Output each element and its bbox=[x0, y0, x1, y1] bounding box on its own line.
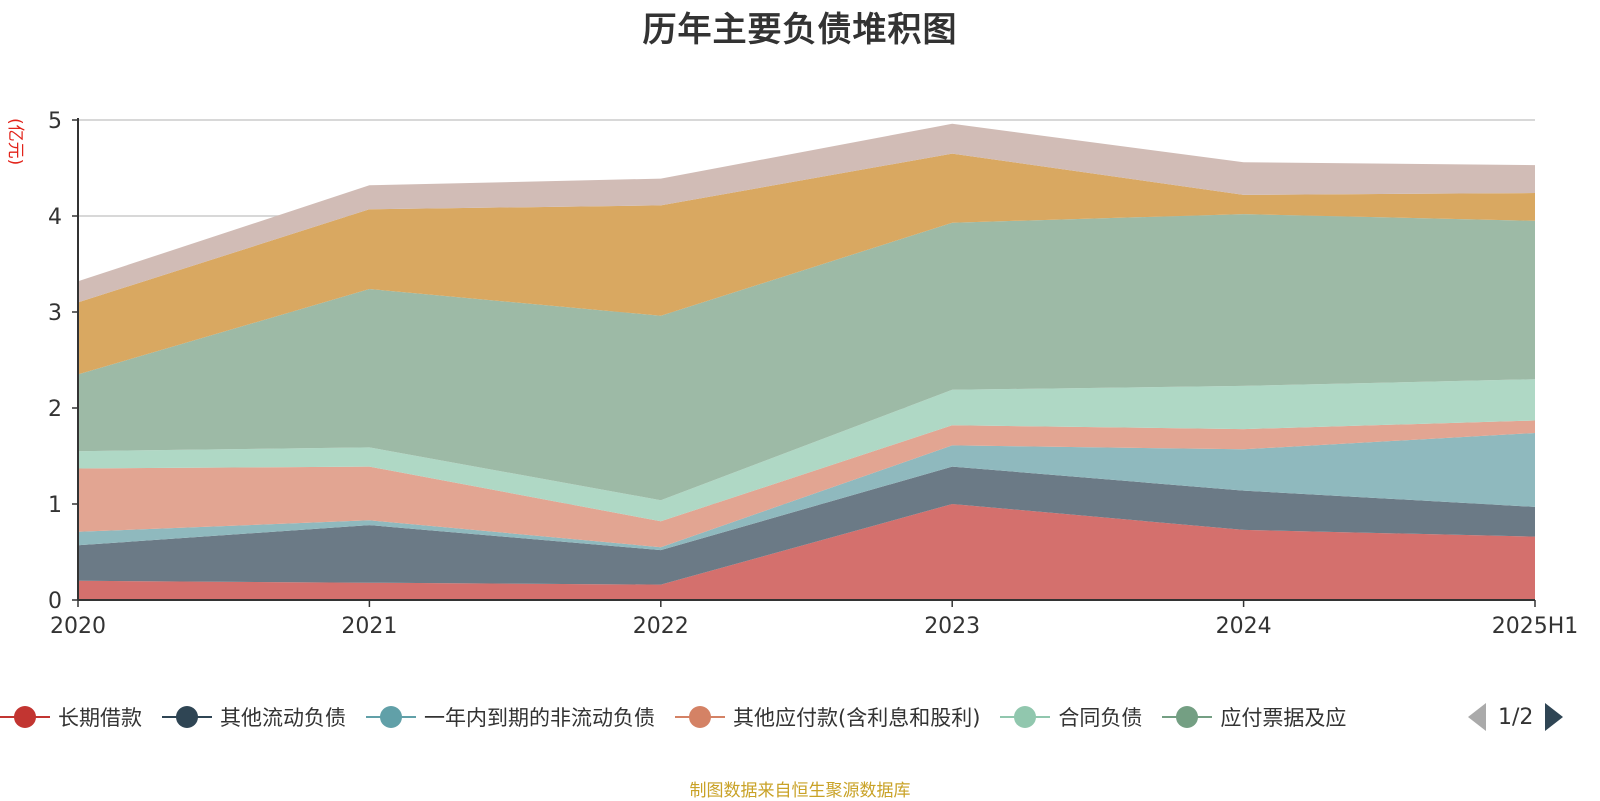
legend-page-indicator: 1/2 bbox=[1498, 704, 1534, 730]
area-series-7[interactable] bbox=[78, 123, 1535, 303]
x-tick-label: 2022 bbox=[633, 614, 689, 639]
legend-item-5[interactable]: 应付票据及应 bbox=[1162, 702, 1346, 732]
x-tick-label: 2024 bbox=[1216, 614, 1272, 639]
legend: 长期借款 其他流动负债 一年内到期的非流动负债 其他应付款(含利息和股利) 合同负债 应付… bbox=[0, 700, 1600, 734]
area-series-4[interactable] bbox=[78, 379, 1535, 522]
y-tick-label: 5 bbox=[48, 109, 62, 134]
x-tick-label: 2025H1 bbox=[1492, 614, 1579, 639]
legend-marker-icon bbox=[162, 705, 212, 729]
legend-marker-icon bbox=[1162, 705, 1213, 729]
legend-marker-icon bbox=[1000, 705, 1051, 729]
y-tick-label: 2 bbox=[48, 397, 62, 422]
legend-prev-page-icon[interactable] bbox=[1468, 703, 1486, 731]
y-tick-label: 4 bbox=[48, 205, 62, 230]
legend-label: 其他流动负债 bbox=[220, 706, 346, 730]
legend-pager: 1/2 bbox=[1468, 703, 1564, 731]
area-series-3[interactable] bbox=[78, 420, 1535, 548]
area-series-2[interactable] bbox=[78, 433, 1535, 551]
chart-title: 历年主要负债堆积图 bbox=[642, 10, 958, 50]
legend-next-page-icon[interactable] bbox=[1545, 703, 1564, 731]
legend-label: 应付票据及应 bbox=[1220, 706, 1347, 730]
legend-item-4[interactable]: 合同负债 bbox=[1000, 702, 1142, 732]
area-series-6[interactable] bbox=[78, 153, 1535, 375]
legend-marker-icon bbox=[675, 705, 725, 729]
legend-label: 其他应付款(含利息和股利) bbox=[733, 706, 981, 730]
x-tick-label: 2021 bbox=[341, 614, 397, 639]
y-tick-label: 1 bbox=[48, 493, 62, 518]
y-tick-label: 0 bbox=[48, 589, 62, 614]
x-tick-label: 2020 bbox=[50, 614, 106, 639]
area-series-5[interactable] bbox=[78, 214, 1535, 501]
legend-item-1[interactable]: 其他流动负债 bbox=[162, 702, 346, 732]
area-series bbox=[78, 123, 1535, 600]
legend-label: 长期借款 bbox=[58, 706, 142, 730]
legend-label: 合同负债 bbox=[1058, 706, 1143, 730]
area-series-1[interactable] bbox=[78, 466, 1535, 585]
data-source-note: 制图数据来自恒生聚源数据库 bbox=[689, 781, 911, 801]
x-tick-label: 2023 bbox=[924, 614, 980, 639]
legend-marker-icon bbox=[0, 705, 50, 729]
legend-label: 一年内到期的非流动负债 bbox=[424, 706, 655, 730]
legend-marker-icon bbox=[366, 705, 416, 729]
axes: 0 1 2 3 4 5 2020 2021 2022 2023 2024 2025H1 bbox=[48, 109, 1578, 639]
legend-item-2[interactable]: 一年内到期的非流动负债 bbox=[366, 702, 655, 732]
legend-items: 长期借款 其他流动负债 一年内到期的非流动负债 其他应付款(含利息和股利) 合同负债 应付… bbox=[0, 702, 1468, 732]
chart-plot: 0 1 2 3 4 5 2020 2021 2022 2023 2024 2025H1 bbox=[48, 109, 1578, 639]
legend-item-3[interactable]: 其他应付款(含利息和股利) bbox=[675, 702, 980, 732]
legend-item-0[interactable]: 长期借款 bbox=[0, 702, 142, 732]
area-series-0[interactable] bbox=[78, 504, 1535, 600]
y-tick-label: 3 bbox=[48, 301, 62, 326]
